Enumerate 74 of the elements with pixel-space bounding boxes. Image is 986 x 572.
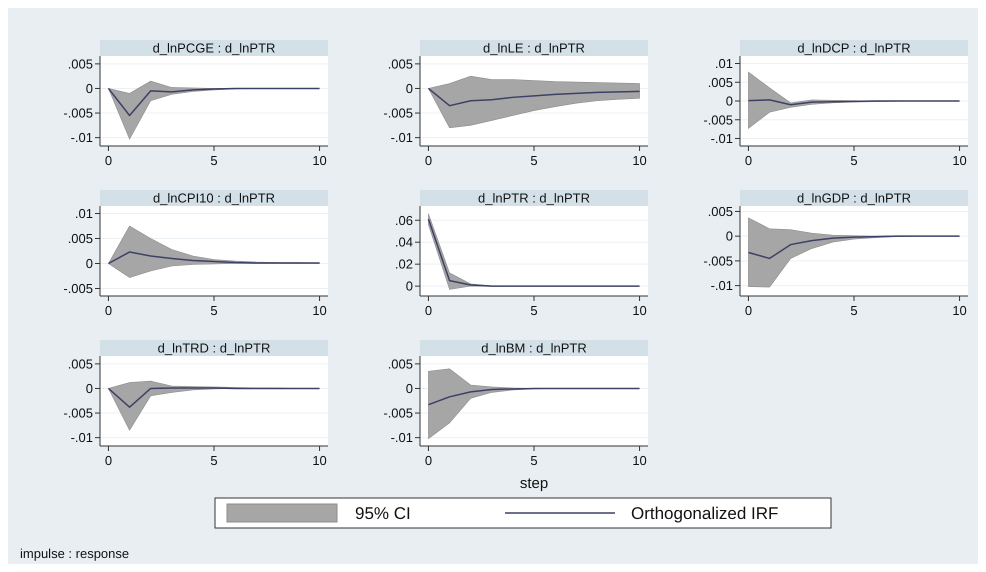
- chart-title: d_lnGDP : d_lnPTR: [797, 190, 911, 206]
- y-tick-label: .005: [388, 56, 413, 72]
- y-tick-label: -.01: [390, 430, 413, 446]
- y-tick-label: .005: [708, 74, 733, 90]
- y-tick-label: .005: [388, 356, 413, 372]
- y-tick-label: 0: [406, 380, 413, 396]
- x-tick-label: 0: [104, 453, 112, 468]
- x-tick-label: 0: [104, 303, 112, 318]
- y-tick-label: 0: [726, 228, 733, 244]
- y-tick-label: .005: [68, 231, 93, 246]
- chart-title: d_lnDCP : d_lnPTR: [797, 40, 911, 56]
- y-tick-label: -.005: [63, 106, 93, 121]
- y-tick-label: -.005: [383, 406, 413, 421]
- line-series: [108, 251, 320, 264]
- chart-title: d_lnLE : d_lnPTR: [483, 40, 585, 56]
- y-tick-label: .06: [394, 212, 413, 228]
- y-tick-label: 0: [406, 278, 413, 294]
- x-tick-label: 0: [744, 303, 752, 318]
- x-tick-label: 10: [952, 153, 967, 168]
- y-tick-label: -.01: [710, 278, 733, 294]
- y-tick-label: -.01: [70, 130, 93, 146]
- y-tick-label: 0: [726, 94, 733, 108]
- y-tick-label: .005: [68, 356, 93, 372]
- y-tick-label: -.005: [63, 406, 93, 421]
- x-tick-label: 0: [104, 153, 112, 168]
- x-tick-label: 5: [850, 153, 858, 168]
- y-tick-label: -.01: [390, 130, 413, 146]
- text: Orthogonalized IRF: [631, 504, 778, 523]
- y-tick-label: -.01: [710, 131, 733, 146]
- x-tick-label: 10: [632, 303, 647, 318]
- y-tick-label: -.005: [703, 112, 733, 128]
- y-tick-label: .01: [714, 56, 733, 71]
- line-series: [428, 88, 640, 106]
- x-tick-label: 5: [530, 153, 538, 168]
- x-tick-label: 5: [210, 453, 218, 468]
- x-tick-label: 0: [744, 153, 752, 168]
- y-tick-label: .005: [708, 204, 733, 219]
- x-tick-label: 5: [530, 453, 538, 468]
- x-tick-label: 5: [210, 303, 218, 318]
- line-series: [428, 388, 640, 406]
- x-tick-label: 5: [850, 303, 858, 318]
- x-tick-label: 10: [312, 153, 327, 168]
- chart-title: d_lnCPI10 : d_lnPTR: [152, 190, 276, 206]
- chart-title: d_lnPCGE : d_lnPTR: [152, 40, 276, 56]
- chart-title: d_lnBM : d_lnPTR: [481, 340, 587, 356]
- chart-title: d_lnPTR : d_lnPTR: [478, 190, 590, 206]
- y-tick-label: 0: [86, 380, 93, 396]
- line-series: [748, 235, 960, 260]
- y-tick-label: .005: [68, 56, 93, 72]
- y-tick-label: -.01: [70, 430, 93, 446]
- x-tick-label: 10: [312, 453, 327, 468]
- x-tick-label: 0: [424, 453, 432, 468]
- y-tick-label: -.005: [703, 253, 733, 268]
- x-axis-title: step: [520, 475, 548, 492]
- x-tick-label: 0: [424, 153, 432, 168]
- y-tick-label: 0: [86, 80, 93, 96]
- x-tick-label: 5: [530, 303, 538, 318]
- x-tick-label: 10: [312, 303, 327, 318]
- y-tick-label: -.005: [63, 281, 93, 296]
- y-tick-label: -.005: [383, 106, 413, 121]
- x-tick-label: 10: [632, 153, 647, 168]
- y-tick-label: .04: [394, 234, 413, 250]
- text: 95% CI: [355, 504, 411, 523]
- text: impulse : response: [20, 546, 130, 561]
- y-tick-label: .01: [74, 206, 93, 221]
- x-tick-label: 5: [210, 153, 218, 168]
- line-series: [108, 88, 320, 116]
- y-tick-label: .02: [394, 256, 413, 272]
- chart-title: d_lnTRD : d_lnPTR: [158, 340, 270, 356]
- y-tick-label: 0: [406, 80, 413, 96]
- y-tick-label: 0: [86, 256, 93, 271]
- x-tick-label: 10: [952, 303, 967, 318]
- x-tick-label: 10: [632, 453, 647, 468]
- x-tick-label: 0: [424, 303, 432, 318]
